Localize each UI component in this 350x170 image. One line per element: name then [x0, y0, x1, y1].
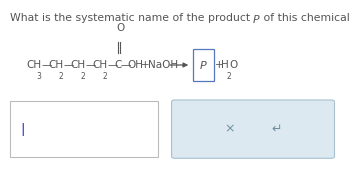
Text: $\it{P}$: $\it{P}$ [199, 59, 208, 71]
Text: —: — [63, 60, 74, 70]
Text: —: — [107, 60, 118, 70]
Text: —: — [120, 60, 131, 70]
FancyBboxPatch shape [172, 100, 335, 158]
Text: +: + [215, 60, 224, 70]
Text: OH: OH [128, 60, 144, 70]
Text: |: | [21, 123, 25, 136]
Text: O: O [230, 60, 238, 70]
Text: ↵: ↵ [271, 123, 282, 136]
Text: C: C [115, 60, 122, 70]
Text: CH: CH [71, 60, 86, 70]
Text: —: — [41, 60, 51, 70]
Text: CH: CH [49, 60, 64, 70]
Text: O: O [116, 23, 124, 33]
Text: What is the systematic name of the product: What is the systematic name of the produ… [10, 13, 253, 23]
Text: 3: 3 [36, 72, 41, 81]
Text: —: — [85, 60, 96, 70]
Text: $\it{P}$: $\it{P}$ [252, 13, 260, 24]
FancyBboxPatch shape [10, 101, 158, 157]
Text: CH: CH [27, 60, 42, 70]
Text: CH: CH [93, 60, 108, 70]
Text: 2: 2 [226, 72, 231, 81]
Text: 2: 2 [80, 72, 85, 81]
Text: H: H [221, 60, 229, 70]
Text: +: + [141, 60, 150, 70]
Text: ×: × [224, 123, 235, 136]
Text: NaOH: NaOH [148, 60, 178, 70]
Text: 2: 2 [102, 72, 107, 81]
Text: of this chemical reaction?: of this chemical reaction? [260, 13, 350, 23]
Text: 2: 2 [58, 72, 63, 81]
FancyBboxPatch shape [193, 49, 214, 81]
